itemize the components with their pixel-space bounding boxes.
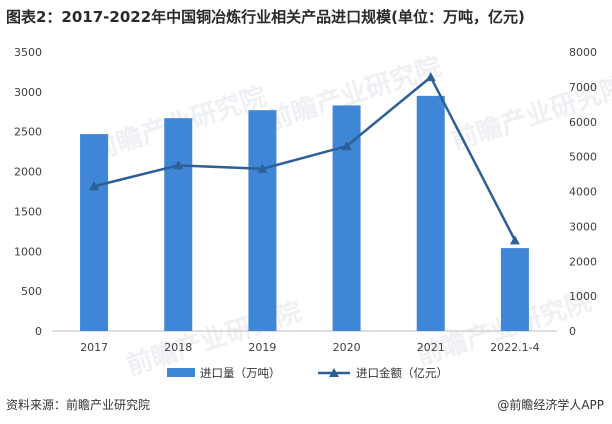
y-left-tick-label: 1500 — [14, 205, 42, 218]
y-right-tick-label: 7000 — [569, 81, 597, 94]
y-right-tick-label: 3000 — [569, 220, 597, 233]
y-left-tick-label: 1000 — [14, 245, 42, 258]
y-right-tick-label: 1000 — [569, 290, 597, 303]
legend-label: 进口金额（亿元） — [356, 366, 448, 380]
line-point — [257, 163, 268, 173]
y-right-tick-label: 6000 — [569, 116, 597, 129]
y-right-tick-label: 8000 — [569, 46, 597, 59]
legend-label: 进口量（万吨） — [200, 366, 281, 380]
bar-series — [80, 95, 529, 331]
line-series — [89, 72, 520, 245]
source-note: 资料来源：前瞻产业研究院 — [6, 398, 151, 412]
y-left-tick-label: 2500 — [14, 126, 42, 139]
credit-note: @前瞻经济学人APP — [497, 398, 604, 412]
line-point — [173, 160, 184, 170]
bar — [416, 95, 445, 331]
x-tick-label: 2018 — [164, 341, 192, 354]
x-tick-label: 2019 — [248, 341, 276, 354]
x-tick-label: 2021 — [417, 341, 445, 354]
line-point — [509, 235, 520, 245]
y-right-tick-label: 5000 — [569, 151, 597, 164]
y-left-tick-label: 0 — [35, 325, 42, 338]
y-right-tick-label: 0 — [569, 325, 576, 338]
line-point — [425, 72, 436, 82]
y-left-tick-label: 3500 — [14, 46, 42, 59]
x-tick-label: 2020 — [333, 341, 361, 354]
y-left-tick-label: 500 — [21, 285, 42, 298]
x-tick-labels: 2017 2018 2019 2020 2021 2022.1-4 — [80, 341, 540, 354]
bar — [248, 110, 277, 331]
line-point — [89, 181, 100, 191]
axes: 0 500 1000 1500 2000 2500 3000 3500 0 1000 2000 300… — [14, 46, 597, 338]
chart-title: 图表2：2017-2022年中国铜冶炼行业相关产品进口规模(单位：万吨，亿元) — [6, 8, 525, 26]
x-tick-label: 2017 — [80, 341, 108, 354]
bar — [164, 118, 193, 331]
bar — [80, 134, 109, 331]
x-tick-label: 2022.1-4 — [490, 341, 539, 354]
legend-swatch-marker — [329, 368, 339, 377]
y-left-tick-label: 2000 — [14, 166, 42, 179]
legend-swatch-bar — [167, 368, 195, 377]
line-path — [93, 75, 517, 241]
y-right-tick-label: 2000 — [569, 255, 597, 268]
y-right-tick-label: 4000 — [569, 186, 597, 199]
bar — [500, 248, 529, 331]
line-point — [341, 141, 352, 151]
legend: 进口量（万吨） 进口金额（亿元） — [167, 366, 448, 380]
y-left-tick-label: 3000 — [14, 86, 42, 99]
